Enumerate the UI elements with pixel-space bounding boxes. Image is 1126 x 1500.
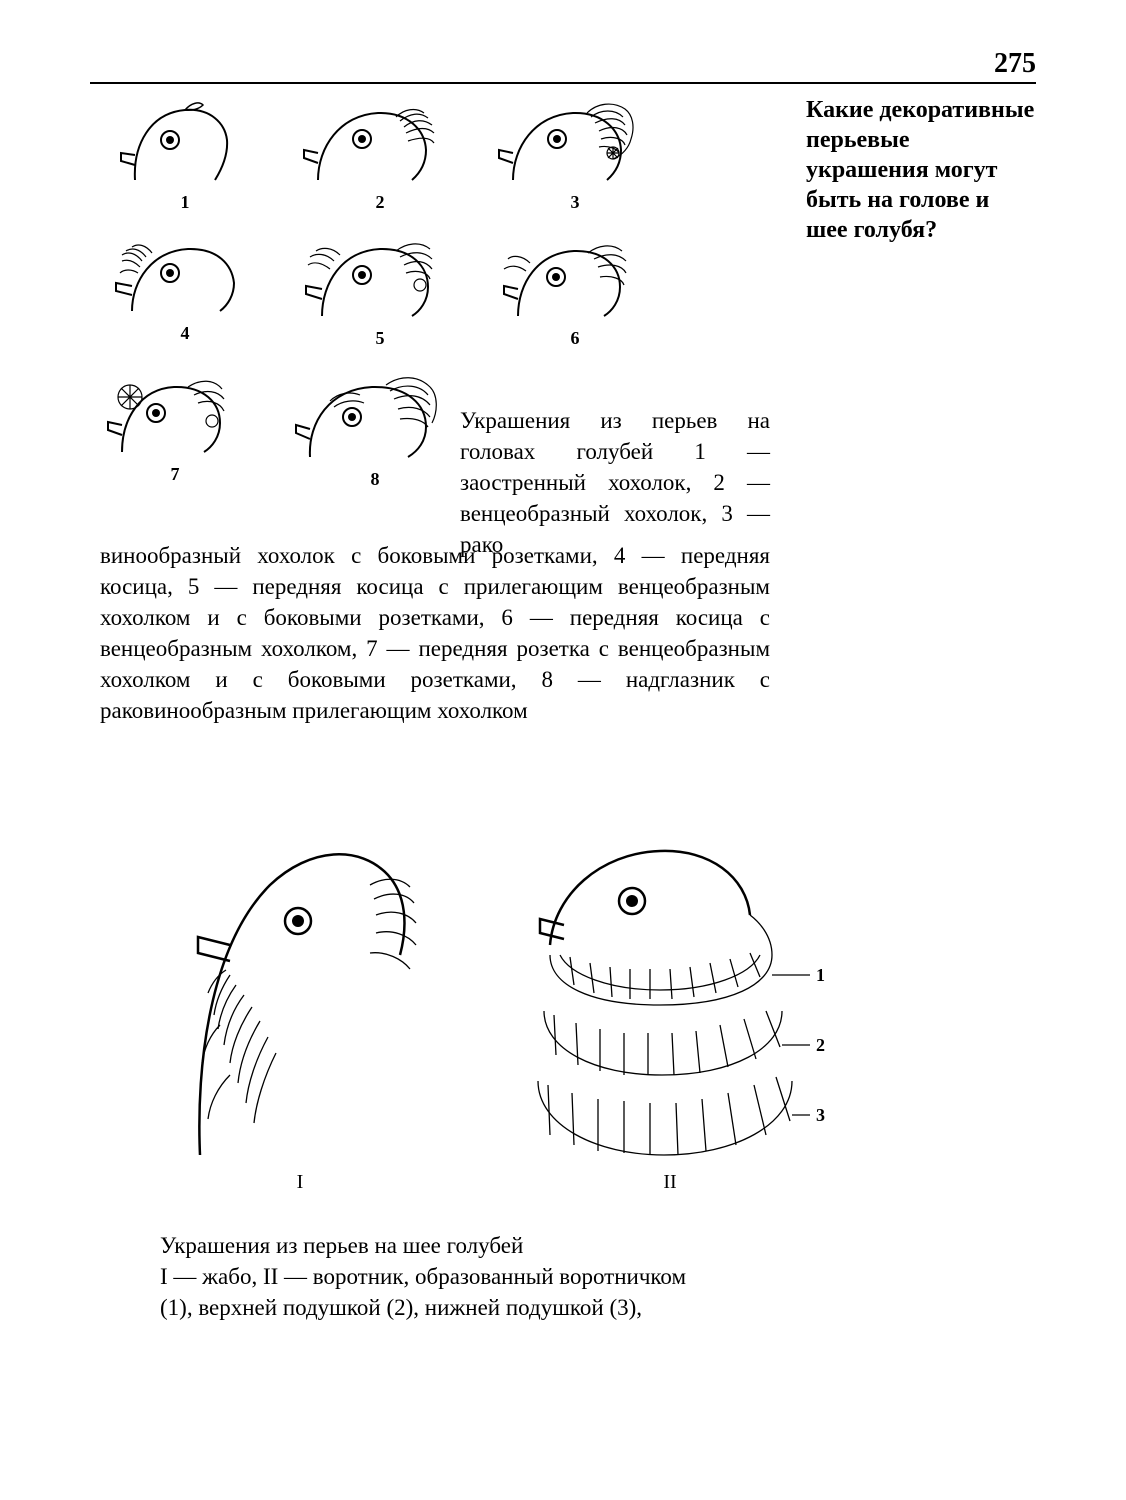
neck-fig-roman: II (510, 1171, 830, 1194)
fig-number: 1 (100, 192, 270, 213)
fig-number: 6 (490, 328, 660, 349)
caption-head-right: Украшения из перьев на головах голубей 1… (460, 405, 770, 560)
fig-cell-5: 5 (295, 231, 465, 349)
fig-number: 3 (490, 192, 660, 213)
pigeon-head-4-illustration (110, 231, 260, 321)
fig-cell-8: 8 (290, 367, 460, 490)
fig-row-1: 1 2 (100, 95, 660, 213)
fig-number: 2 (295, 192, 465, 213)
fig-cell-4: 4 (100, 231, 270, 349)
neck-fig-1: I (170, 825, 430, 1194)
fig-cell-3: 3 (490, 95, 660, 213)
pigeon-head-7-illustration (100, 367, 250, 462)
pigeon-neck-collar-illustration: 1 2 3 (510, 825, 830, 1165)
pigeon-head-1-illustration (115, 95, 255, 190)
fig-cell-7: 7 (100, 367, 250, 490)
fig-number: 5 (295, 328, 465, 349)
fig-cell-2: 2 (295, 95, 465, 213)
neck-figures: I (170, 825, 830, 1194)
collar-label-3: 3 (816, 1105, 825, 1125)
pigeon-head-2-illustration (300, 95, 460, 190)
section-heading: Какие декоративные перьевые украшения мо… (806, 95, 1036, 245)
pigeon-head-6-illustration (498, 231, 653, 326)
neck-fig-roman: I (170, 1171, 430, 1194)
fig-cell-6: 6 (490, 231, 660, 349)
collar-label-1: 1 (816, 965, 825, 985)
fig-number: 4 (100, 323, 270, 344)
page-number: 275 (994, 48, 1036, 80)
pigeon-head-8-illustration (290, 367, 460, 467)
collar-label-2: 2 (816, 1035, 825, 1055)
caption-neck: Украшения из перьев на шее голубей I — ж… (160, 1230, 820, 1323)
caption-head-body: винообразный хохолок с боковыми розеткам… (100, 540, 770, 726)
pigeon-head-3-illustration (495, 95, 655, 190)
page: 275 Какие декоративные перьевые украшени… (0, 0, 1126, 1500)
fig-row-2: 4 (100, 231, 660, 349)
fig-number: 7 (100, 464, 250, 485)
pigeon-neck-jabot-illustration (170, 825, 430, 1165)
caption-neck-line3: (1), верхней подушкой (2), нижней подушк… (160, 1292, 820, 1323)
pigeon-head-5-illustration (300, 231, 460, 326)
caption-neck-line1: Украшения из перьев на шее голубей (160, 1230, 820, 1261)
fig-cell-1: 1 (100, 95, 270, 213)
neck-fig-2: 1 2 3 II (510, 825, 830, 1194)
caption-neck-line2: I — жабо, II — воротник, образованный во… (160, 1261, 820, 1292)
top-rule (90, 82, 1036, 84)
fig-number: 8 (290, 469, 460, 490)
